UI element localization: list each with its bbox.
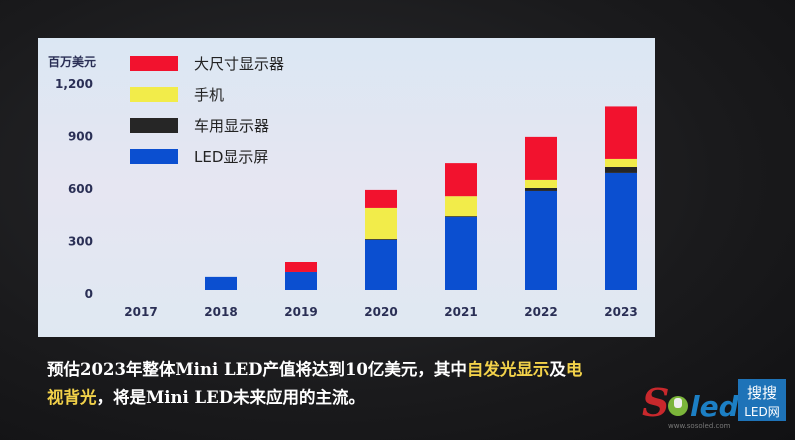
x-tick-label: 2018 bbox=[204, 305, 237, 319]
x-tick-label: 2019 bbox=[284, 305, 317, 319]
bar-segment-2023-3 bbox=[605, 106, 637, 159]
bar-segment-2022-2 bbox=[525, 179, 557, 188]
y-tick-label: 600 bbox=[68, 182, 93, 196]
caption-highlight: 电 bbox=[565, 360, 583, 379]
x-tick-label: 2017 bbox=[124, 305, 157, 319]
bar-segment-2022-0 bbox=[525, 190, 557, 290]
x-tick-label: 2021 bbox=[444, 305, 477, 319]
y-tick-label: 900 bbox=[68, 130, 93, 144]
y-tick-label: 300 bbox=[68, 235, 93, 249]
y-tick-label: 0 bbox=[85, 287, 93, 301]
bar-segment-2021-3 bbox=[445, 163, 477, 197]
y-tick-label: 1,200 bbox=[55, 77, 93, 91]
legend-swatch bbox=[130, 56, 178, 71]
svg-text:S: S bbox=[642, 380, 669, 425]
caption-text: 预估2023年整体Mini LED产值将达到10亿美元，其中 bbox=[47, 360, 467, 379]
watermark-url: www.sosoled.com bbox=[668, 422, 731, 430]
legend-label: LED显示屏 bbox=[194, 148, 268, 166]
bar-segment-2018-0 bbox=[205, 276, 237, 290]
bar-segment-2020-0 bbox=[365, 239, 397, 290]
bar-segment-2022-3 bbox=[525, 136, 557, 180]
soled-watermark-logo: S led www.sosoled.com 搜搜 LED网 bbox=[642, 379, 786, 430]
legend-swatch bbox=[130, 87, 178, 102]
bar-segment-2020-3 bbox=[365, 189, 397, 208]
bar-segment-2021-0 bbox=[445, 217, 477, 290]
slide-caption: 预估2023年整体Mini LED产值将达到10亿美元，其中自发光显示及电 视背… bbox=[47, 356, 647, 412]
bar-segment-2021-1 bbox=[445, 216, 477, 218]
x-tick-label: 2023 bbox=[604, 305, 637, 319]
bar-segment-2019-3 bbox=[285, 262, 317, 272]
caption-text: ，将是Mini LED未来应用的主流。 bbox=[96, 388, 366, 407]
legend-label: 手机 bbox=[194, 86, 224, 104]
x-tick-label: 2020 bbox=[364, 305, 397, 319]
chart-slide: 百万美元 0 300 600 900 1,200 2017 2018 2019 2020 202… bbox=[38, 38, 655, 337]
bar-segment-2023-1 bbox=[605, 166, 637, 173]
legend-label: 大尺寸显示器 bbox=[194, 55, 284, 73]
caption-highlight: 自发光显示 bbox=[466, 360, 550, 379]
caption-line-2: 视背光，将是Mini LED未来应用的主流。 bbox=[47, 384, 647, 412]
legend-swatch bbox=[130, 118, 178, 133]
bar-segment-2023-0 bbox=[605, 172, 637, 290]
legend-swatch bbox=[130, 149, 178, 164]
caption-highlight: 视背光 bbox=[47, 388, 97, 407]
x-tick-label: 2022 bbox=[524, 305, 557, 319]
bar-segment-2022-1 bbox=[525, 187, 557, 191]
svg-text:led: led bbox=[690, 390, 740, 423]
y-axis-label: 百万美元 bbox=[48, 54, 96, 69]
caption-text: 及 bbox=[549, 360, 566, 379]
stacked-bar-chart: 百万美元 0 300 600 900 1,200 2017 2018 2019 2020 202… bbox=[48, 54, 638, 319]
legend-label: 车用显示器 bbox=[194, 117, 269, 135]
watermark-badge-bottom: LED网 bbox=[744, 405, 780, 419]
bar-segment-2021-2 bbox=[445, 196, 477, 217]
bar-segment-2020-2 bbox=[365, 207, 397, 240]
bar-segment-2019-0 bbox=[285, 271, 317, 290]
bar-segment-2020-1 bbox=[365, 239, 397, 240]
watermark-badge-top: 搜搜 bbox=[747, 384, 777, 402]
caption-line-1: 预估2023年整体Mini LED产值将达到10亿美元，其中自发光显示及电 bbox=[47, 356, 647, 384]
bar-segment-2023-2 bbox=[605, 158, 637, 167]
